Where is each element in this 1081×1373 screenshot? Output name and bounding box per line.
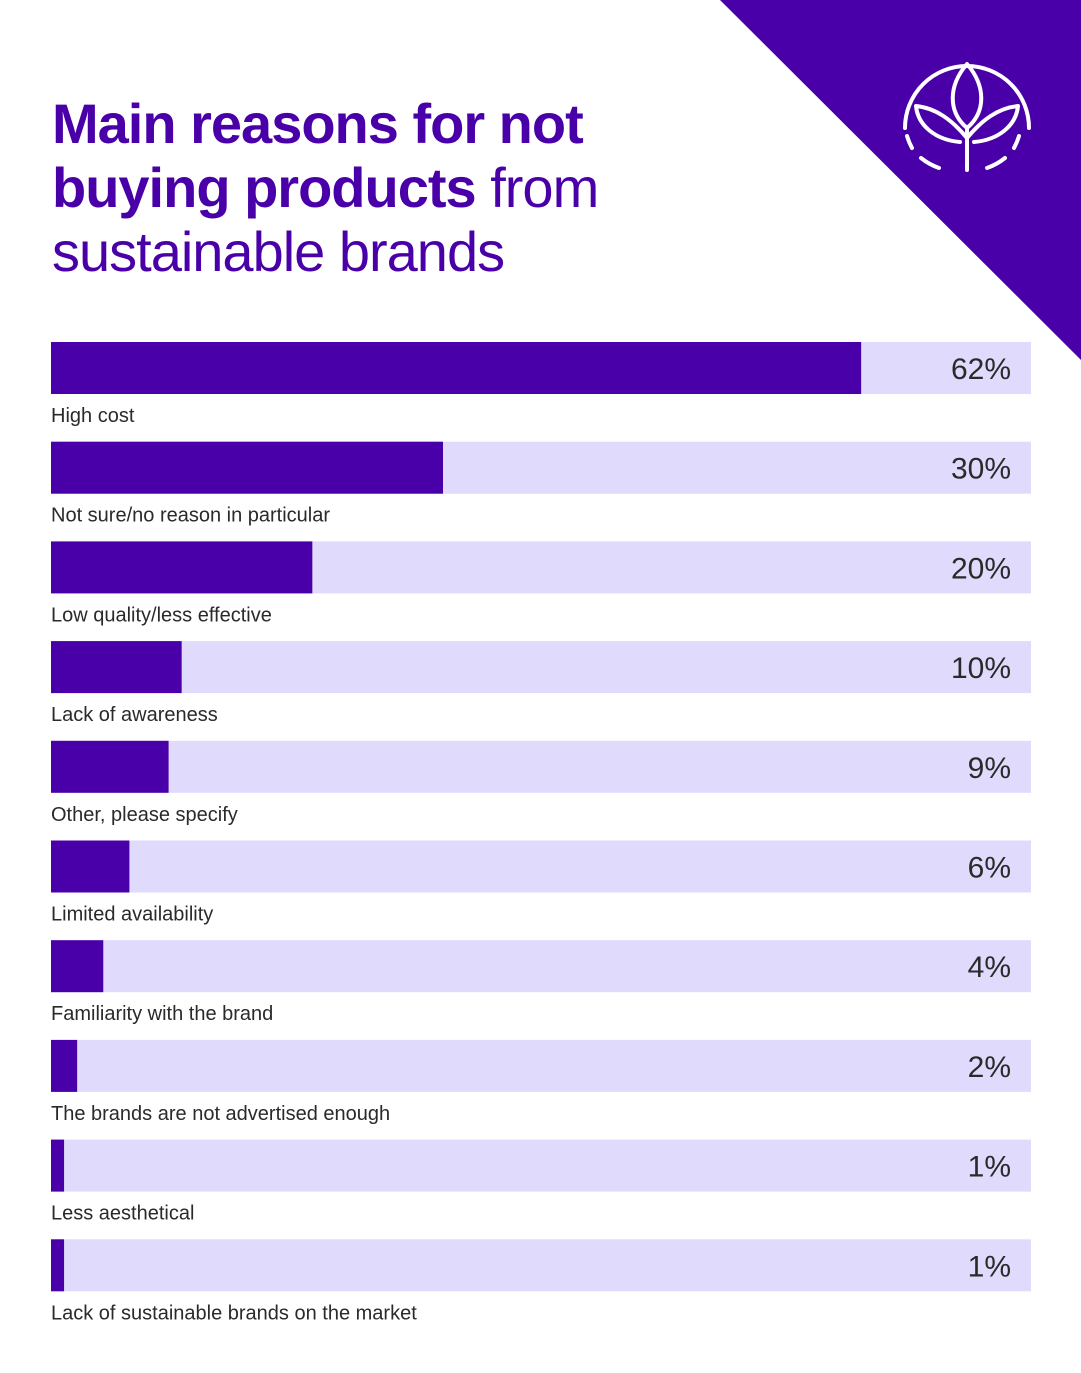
- category-label: Not sure/no reason in particular: [51, 505, 330, 527]
- bar: [51, 1139, 65, 1192]
- bar-row: 9% Other, please specify: [51, 740, 1031, 826]
- bar: [51, 1039, 78, 1092]
- bar-track: [51, 641, 1031, 694]
- bar: [51, 840, 130, 893]
- bar-value-label: 10%: [951, 652, 1011, 685]
- bar-row: 10% Lack of awareness: [51, 641, 1031, 726]
- category-label: Lack of awareness: [51, 704, 218, 726]
- bar-value-label: 62%: [951, 353, 1011, 386]
- bar-track: [51, 1239, 1031, 1292]
- bar: [51, 342, 862, 394]
- bar: [51, 740, 169, 793]
- bar-track: [51, 1139, 1031, 1192]
- bar: [51, 641, 182, 694]
- bar-row: 2% The brands are not advertised enough: [51, 1039, 1031, 1125]
- title-light-part: from sustainable brands: [52, 156, 599, 283]
- bar-row: 20% Low quality/less effective: [51, 541, 1031, 626]
- bar-track: [51, 940, 1031, 993]
- bar-row: 1% Lack of sustainable brands on the mark…: [51, 1239, 1031, 1324]
- bar-row: 1% Less aesthetical: [51, 1139, 1031, 1225]
- corner-decoration: [720, 0, 1081, 360]
- page-title: Main reasons for not buying products fro…: [52, 92, 752, 284]
- bar-row: 62% High cost: [51, 342, 1031, 427]
- category-label: Less aesthetical: [51, 1203, 194, 1225]
- title-bold-part: Main reasons for not buying products: [52, 92, 584, 219]
- category-label: High cost: [51, 405, 135, 427]
- category-label: Lack of sustainable brands on the market: [51, 1302, 417, 1324]
- bar-value-label: 30%: [951, 453, 1011, 486]
- category-label: Other, please specify: [51, 804, 238, 826]
- bar: [51, 940, 104, 993]
- bar-value-label: 20%: [951, 552, 1011, 585]
- category-label: Familiarity with the brand: [51, 1003, 273, 1025]
- bar: [51, 441, 443, 494]
- leaf-sprout-icon: [903, 62, 1031, 172]
- corner-triangle: [720, 0, 1081, 360]
- category-label: Limited availability: [51, 904, 213, 926]
- bar-value-label: 4%: [968, 951, 1011, 984]
- bar-value-label: 2%: [968, 1051, 1011, 1084]
- bar-track: [51, 740, 1031, 793]
- bar-value-label: 9%: [968, 752, 1011, 785]
- bar-value-label: 1%: [968, 1250, 1011, 1283]
- bar-track: [51, 840, 1031, 893]
- bar-value-label: 6%: [968, 852, 1011, 885]
- bar-value-label: 1%: [968, 1151, 1011, 1184]
- bar-row: 4% Familiarity with the brand: [51, 940, 1031, 1025]
- bar: [51, 1239, 65, 1292]
- bar-track: [51, 1039, 1031, 1092]
- bar: [51, 541, 313, 594]
- category-label: Low quality/less effective: [51, 604, 272, 626]
- bar-row: 6% Limited availability: [51, 840, 1031, 926]
- category-label: The brands are not advertised enough: [51, 1103, 390, 1125]
- bar-row: 30% Not sure/no reason in particular: [51, 441, 1031, 527]
